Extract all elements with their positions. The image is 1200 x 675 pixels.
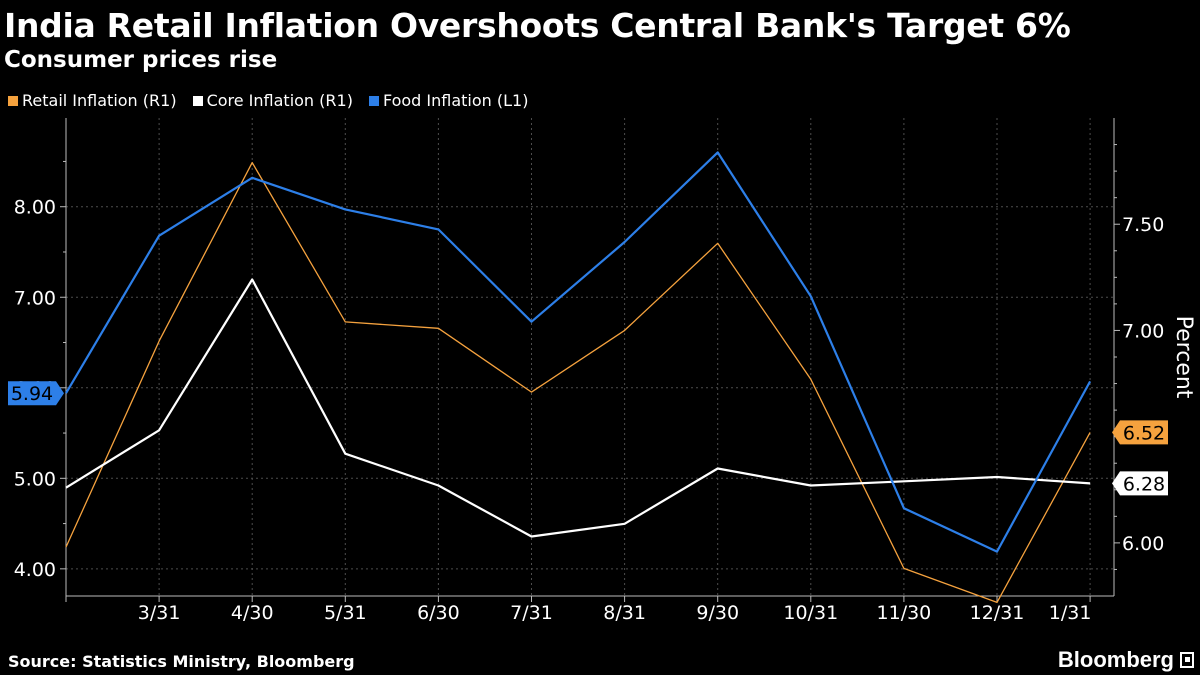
bloomberg-logo: Bloomberg (1058, 647, 1194, 673)
brand-name: Bloomberg (1057, 647, 1174, 672)
core-last-value-label-box (1112, 471, 1168, 496)
x-tick-label: 4/30 (231, 602, 274, 624)
retail-last-value-label-text: 6.52 (1123, 422, 1165, 444)
y-left-tick-label: 4.00 (14, 559, 56, 581)
x-tick-label: 12/31 (970, 602, 1025, 624)
legend-item-core: Core Inflation (R1) (192, 91, 353, 110)
core-last-value-label-text: 6.28 (1123, 473, 1165, 495)
legend-label-core: Core Inflation (R1) (206, 91, 353, 110)
series-line-food (65, 151, 1092, 553)
y-right-tick-label: 7.50 (1122, 214, 1164, 236)
y-right-tick-label: 7.00 (1122, 320, 1164, 342)
y-right-axis-label: Percent (1171, 316, 1196, 399)
x-tick-label: 7/31 (510, 602, 553, 624)
x-tick-label: 3/31 (138, 602, 181, 624)
series-line-core (65, 278, 1091, 538)
source-note: Source: Statistics Ministry, Bloomberg (8, 652, 355, 671)
bloomberg-terminal-icon (1180, 652, 1194, 668)
x-tick-label: 5/31 (324, 602, 367, 624)
legend-label-food: Food Inflation (L1) (382, 91, 529, 110)
y-left-tick-label: 5.00 (14, 468, 56, 490)
legend-item-food: Food Inflation (L1) (368, 91, 529, 110)
x-tick-label: 6/30 (417, 602, 460, 624)
legend: Retail Inflation (R1) Core Inflation (R1… (8, 91, 528, 110)
series-line-retail (65, 161, 1091, 604)
legend-label-retail: Retail Inflation (R1) (22, 91, 177, 110)
x-tick-label: 10/31 (783, 602, 838, 624)
x-tick-label: 11/30 (877, 602, 932, 624)
chart-subtitle: Consumer prices rise (4, 47, 278, 73)
legend-item-retail: Retail Inflation (R1) (8, 91, 177, 110)
legend-swatch-food (368, 95, 379, 106)
food-first-value-label-text: 5.94 (11, 383, 53, 405)
y-left-tick-label: 8.00 (14, 197, 56, 219)
retail-last-value-label-box (1112, 420, 1168, 445)
chart-title: India Retail Inflation Overshoots Centra… (4, 6, 1071, 45)
x-tick-label: 9/30 (696, 602, 739, 624)
legend-swatch-core (192, 95, 203, 106)
x-tick-label: 1/31 (1049, 602, 1092, 624)
y-left-tick-label: 7.00 (14, 287, 56, 309)
y-right-tick-label: 6.00 (1122, 533, 1164, 555)
x-tick-label: 8/31 (603, 602, 646, 624)
food-first-value-label-box (8, 381, 64, 406)
legend-swatch-retail (8, 95, 18, 106)
